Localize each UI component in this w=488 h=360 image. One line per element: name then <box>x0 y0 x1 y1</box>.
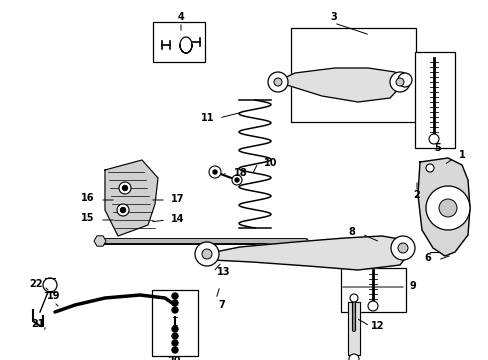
Text: 6: 6 <box>424 253 430 263</box>
Circle shape <box>119 182 131 194</box>
Text: 5: 5 <box>434 143 441 153</box>
Polygon shape <box>105 160 158 236</box>
Text: 8: 8 <box>348 227 355 237</box>
Circle shape <box>273 78 282 86</box>
Circle shape <box>425 164 433 172</box>
Circle shape <box>235 178 239 182</box>
Text: 20: 20 <box>167 356 181 360</box>
Bar <box>152 290 198 356</box>
Circle shape <box>172 333 178 339</box>
Text: 14: 14 <box>171 214 184 224</box>
Text: 1: 1 <box>458 150 465 160</box>
Circle shape <box>390 236 414 260</box>
Text: 7: 7 <box>218 300 225 310</box>
Text: 18: 18 <box>234 168 247 178</box>
Text: 12: 12 <box>370 321 384 331</box>
Text: 13: 13 <box>217 267 230 277</box>
Bar <box>290 28 415 122</box>
Circle shape <box>425 186 469 230</box>
Bar <box>153 22 204 62</box>
Circle shape <box>172 300 178 306</box>
Text: 10: 10 <box>264 158 277 168</box>
Circle shape <box>172 347 178 353</box>
Circle shape <box>397 73 411 87</box>
Text: 15: 15 <box>81 213 95 223</box>
Circle shape <box>172 307 178 313</box>
Circle shape <box>195 242 219 266</box>
Circle shape <box>117 204 129 216</box>
Text: 2: 2 <box>413 190 420 200</box>
Circle shape <box>208 166 221 178</box>
Circle shape <box>122 185 127 190</box>
Bar <box>340 268 405 312</box>
Text: 21: 21 <box>31 319 45 329</box>
Circle shape <box>428 134 438 144</box>
Circle shape <box>43 278 57 292</box>
Text: 22: 22 <box>29 279 42 289</box>
Polygon shape <box>200 236 409 270</box>
Circle shape <box>172 326 178 332</box>
Text: 17: 17 <box>171 194 184 204</box>
Circle shape <box>120 207 125 212</box>
Text: 3: 3 <box>330 12 337 22</box>
Circle shape <box>367 301 377 311</box>
Circle shape <box>438 199 456 217</box>
Circle shape <box>172 340 178 346</box>
Polygon shape <box>94 236 106 246</box>
Text: 19: 19 <box>47 291 61 301</box>
Circle shape <box>202 249 212 259</box>
Text: 11: 11 <box>201 113 214 123</box>
Circle shape <box>348 354 358 360</box>
Text: 4: 4 <box>177 12 184 22</box>
Circle shape <box>349 294 357 302</box>
Circle shape <box>172 293 178 299</box>
Polygon shape <box>417 158 469 256</box>
Circle shape <box>231 175 242 185</box>
Text: 9: 9 <box>409 281 415 291</box>
Circle shape <box>395 78 403 86</box>
Bar <box>414 52 454 148</box>
Circle shape <box>213 170 217 174</box>
Circle shape <box>397 243 407 253</box>
Circle shape <box>389 72 409 92</box>
Text: 16: 16 <box>81 193 95 203</box>
Polygon shape <box>347 302 359 355</box>
Polygon shape <box>275 68 404 102</box>
Circle shape <box>267 72 287 92</box>
